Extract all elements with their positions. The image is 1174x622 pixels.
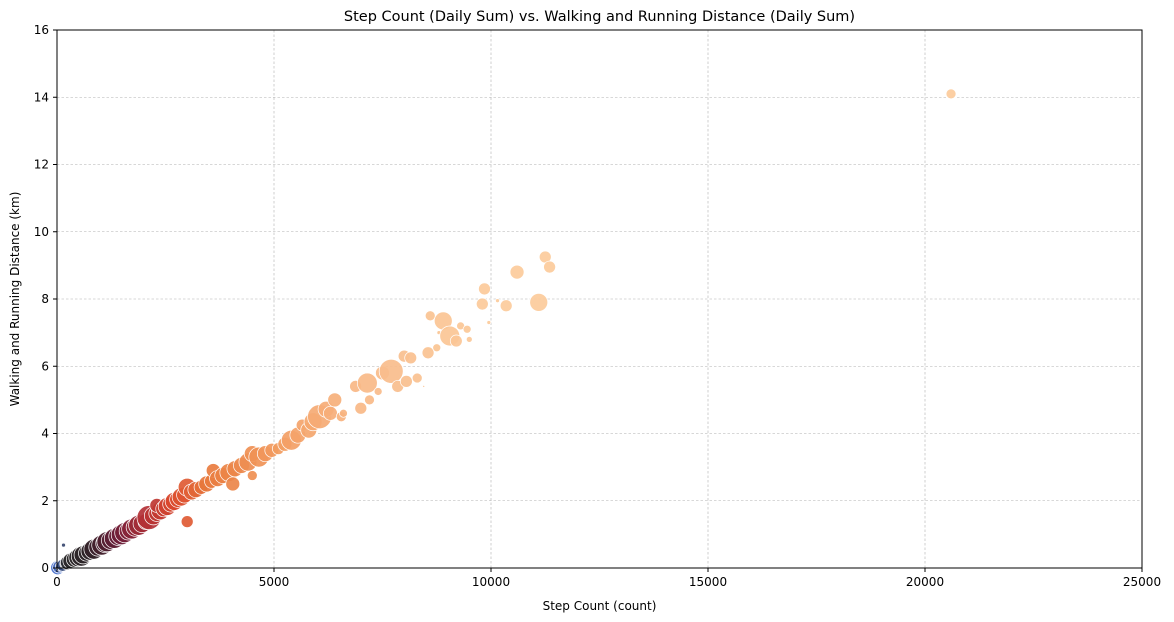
scatter-point [475,297,489,311]
scatter-point [373,387,383,396]
x-tick-label: 0 [53,575,61,589]
scatter-point [543,260,556,274]
y-tick-label: 0 [41,561,49,575]
scatter-point [509,264,525,280]
x-tick-label: 10000 [472,575,510,589]
y-tick-label: 10 [34,225,49,239]
scatter-point [327,392,343,408]
scatter-point [364,394,375,406]
scatter-point [495,298,500,304]
x-axis-label: Step Count (count) [543,599,657,613]
x-tick-label: 20000 [906,575,944,589]
x-tick-label: 25000 [1123,575,1161,589]
scatter-point [465,336,473,343]
scatter-point [432,343,442,353]
scatter-point [421,346,435,360]
scatter-point [354,401,368,415]
y-tick-label: 16 [34,23,49,37]
scatter-point [529,293,549,312]
x-tick-label: 15000 [689,575,727,589]
y-axis-ticks: 0 2 4 6 8 10 12 14 16 [34,23,57,575]
scatter-point [462,324,472,334]
scatter-point [424,310,436,322]
scatter-point [246,470,258,481]
scatter-point [449,334,463,348]
scatter-point [378,358,404,384]
scatter-point [486,320,492,325]
scatter-point [400,375,413,388]
y-tick-label: 14 [34,90,49,104]
scatter-point [61,542,66,548]
y-tick-label: 2 [41,494,49,508]
y-tick-label: 12 [34,158,49,172]
data-points [50,88,957,576]
scatter-point [478,282,491,296]
y-tick-label: 6 [41,359,49,373]
y-axis-label: Walking and Running Distance (km) [8,192,22,407]
x-tick-label: 5000 [259,575,290,589]
scatter-point [422,385,426,388]
scatter-point [225,476,241,492]
scatter-point [339,408,348,418]
y-tick-label: 4 [41,427,49,441]
scatter-point [499,299,513,313]
scatter-point [945,88,957,100]
scatter-point [180,515,194,528]
y-tick-label: 8 [41,292,49,306]
scatter-point [404,351,418,365]
scatter-point [356,372,378,394]
scatter-point [323,405,338,421]
chart-title: Step Count (Daily Sum) vs. Walking and R… [344,9,855,25]
x-axis-ticks: 0 5000 10000 15000 20000 25000 [53,568,1161,589]
scatter-point [411,372,423,384]
